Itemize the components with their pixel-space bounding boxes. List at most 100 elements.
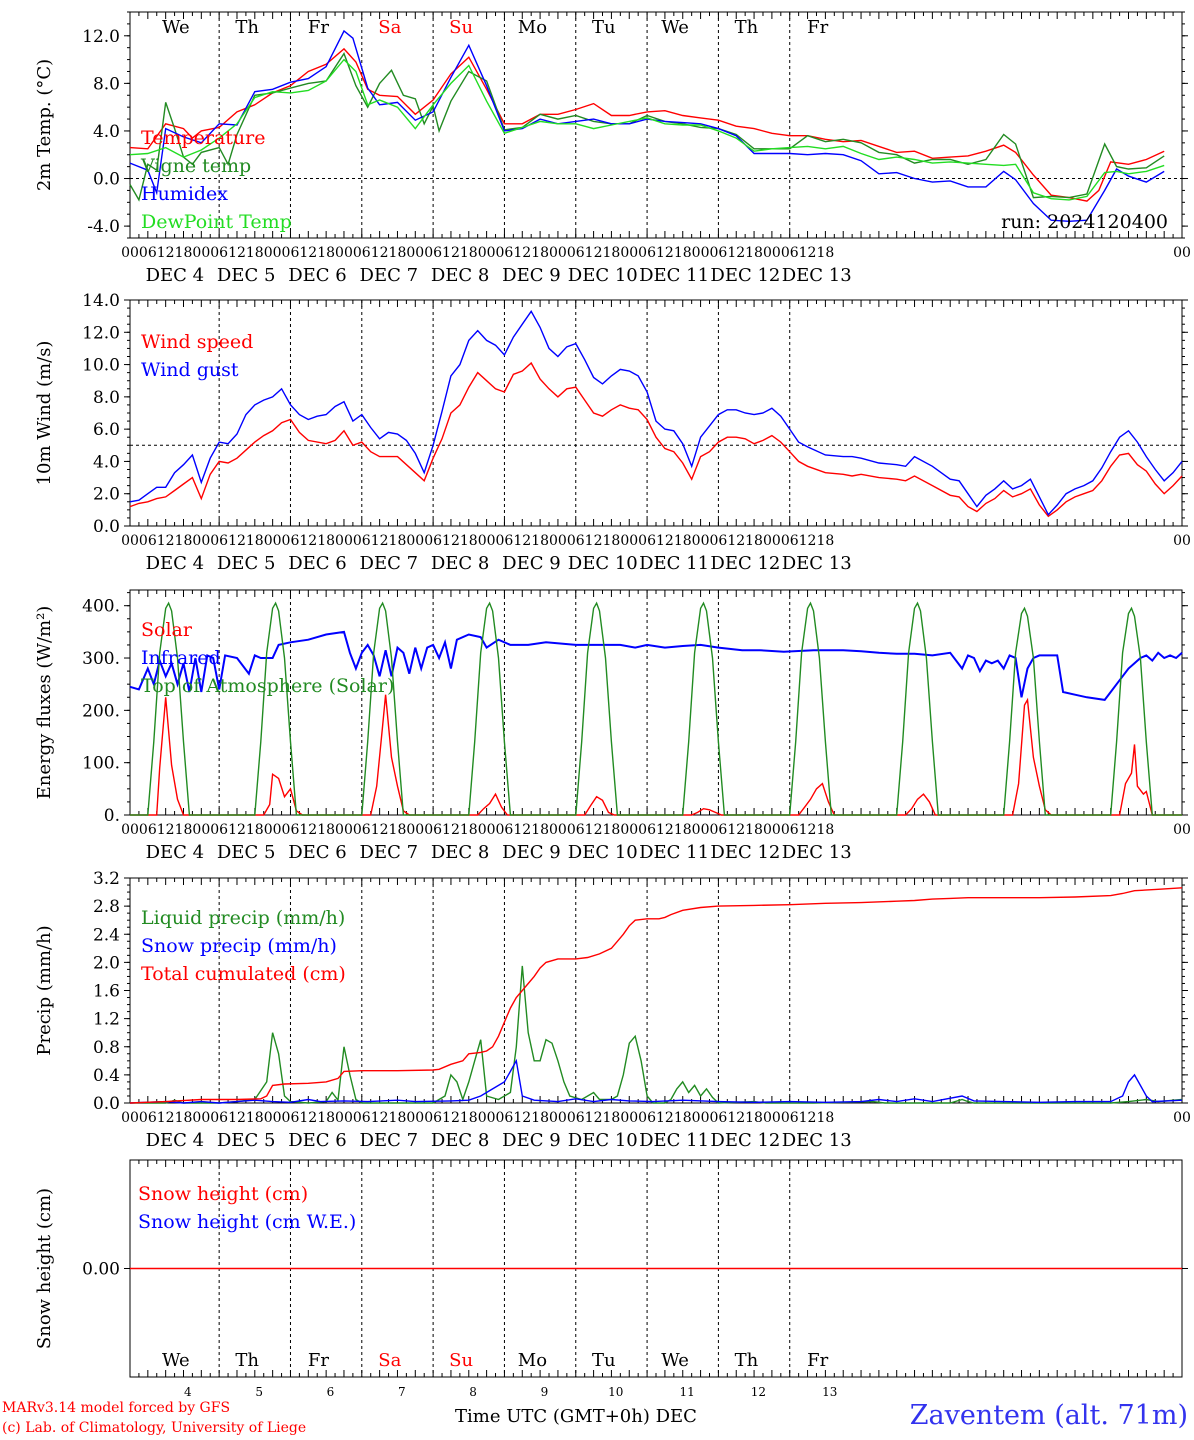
hour-tick-label: 06 [567, 1110, 585, 1126]
date-label: DEC 6 [288, 553, 347, 574]
y-tick-label: 6.0 [93, 420, 120, 440]
hour-tick-label: 06 [496, 822, 514, 838]
day-number: 9 [541, 1385, 549, 1399]
legend-entry: Total cumulated (cm) [141, 963, 346, 985]
y-tick-label: 4.0 [93, 122, 120, 142]
y-tick-label: 200. [82, 701, 120, 721]
day-name: Sa [378, 17, 401, 38]
legend-entry: Wind speed [141, 331, 253, 353]
hour-tick-label: 18 [674, 533, 692, 549]
date-label: DEC 8 [431, 842, 490, 863]
hour-tick-label: 18 [317, 1110, 335, 1126]
hour-tick-label: 00 [335, 245, 353, 261]
hour-tick-label: 06 [567, 822, 585, 838]
hour-tick-label: 12 [157, 245, 175, 261]
day-name: Th [235, 1350, 259, 1371]
date-label: DEC 7 [360, 1130, 419, 1151]
series-line-red [129, 47, 1165, 202]
hour-tick-label: 12 [656, 1110, 674, 1126]
hour-tick-label: 18 [603, 245, 621, 261]
hour-tick-label: 00 [406, 533, 424, 549]
time-axis-label: Time UTC (GMT+0h) DEC [455, 1406, 697, 1427]
y-tick-label: 3.2 [93, 869, 120, 889]
day-name: Su [449, 17, 473, 38]
day-name: Tu [592, 1350, 616, 1371]
date-label: DEC 11 [639, 842, 709, 863]
y-tick-label: 2.8 [93, 897, 120, 917]
hour-tick-label: 18 [317, 822, 335, 838]
series-line-green [129, 52, 1165, 202]
day-name: Mo [518, 17, 547, 38]
hour-tick-label: 06 [210, 245, 228, 261]
hour-tick-label: 12 [371, 1110, 389, 1126]
y-tick-label: 2.0 [93, 953, 120, 973]
hour-tick-label: 00 [264, 1110, 282, 1126]
y-tick-label: -4.0 [87, 217, 120, 237]
hour-tick-label: 06 [781, 245, 799, 261]
day-name: Th [735, 1350, 759, 1371]
hour-tick-label: 00 [763, 822, 781, 838]
hour-tick-label: 18 [389, 822, 407, 838]
day-number: 7 [398, 1385, 406, 1399]
hour-tick-label: 06 [709, 1110, 727, 1126]
date-label: DEC 13 [782, 842, 852, 863]
hour-tick-label: 00 [406, 245, 424, 261]
hour-tick-label: 18 [745, 822, 763, 838]
hour-tick-label: 06 [210, 533, 228, 549]
y-tick-label: 0.8 [93, 1038, 120, 1058]
hour-tick-label: 06 [781, 533, 799, 549]
date-label: DEC 11 [639, 265, 709, 286]
station-name: Zaventem (alt. 71m) [909, 1400, 1188, 1431]
date-label: DEC 7 [360, 553, 419, 574]
hour-tick-label: 12 [799, 533, 817, 549]
hour-tick-label: 00 [478, 533, 496, 549]
panel-frame [129, 11, 1183, 239]
y-tick-label: 10.0 [82, 356, 120, 376]
series-line-green [130, 601, 1182, 816]
hour-tick-label: 00 [192, 822, 210, 838]
hour-tick-label: 12 [228, 533, 246, 549]
day-name: We [162, 1350, 190, 1371]
hour-tick-label: 18 [603, 533, 621, 549]
date-label: DEC 9 [502, 1130, 561, 1151]
y-tick-label: 12.0 [82, 27, 120, 47]
y-tick-label: 100. [82, 754, 120, 774]
hour-tick-label: 18 [460, 533, 478, 549]
date-label: DEC 10 [568, 1130, 638, 1151]
hour-tick-label: 12 [228, 822, 246, 838]
hour-tick-label: 06 [424, 533, 442, 549]
date-label: DEC 13 [782, 1130, 852, 1151]
hour-tick-label: 18 [175, 533, 193, 549]
y-tick-label: 12.0 [82, 323, 120, 343]
hour-tick-label: 06 [496, 1110, 514, 1126]
y-tick-label: 1.6 [93, 982, 120, 1002]
hour-tick-label: 12 [442, 533, 460, 549]
hour-tick-label: 00 [549, 1110, 567, 1126]
hour-tick-label: 06 [282, 533, 300, 549]
y-tick-label: 0.0 [93, 517, 120, 537]
hour-tick-label: 00 [478, 245, 496, 261]
hour-tick-label: 18 [317, 245, 335, 261]
time-axis-month: DEC [655, 1406, 697, 1427]
hour-tick-label: 00 [264, 245, 282, 261]
hour-tick-label: 12 [513, 245, 531, 261]
hour-tick-label: 12 [513, 822, 531, 838]
y-tick-label: 2.4 [93, 925, 120, 945]
hour-tick-label: 12 [727, 533, 745, 549]
date-label: DEC 8 [431, 1130, 490, 1151]
hour-tick-label: 12 [799, 1110, 817, 1126]
hour-tick-label: 18 [175, 822, 193, 838]
hour-tick-label: 18 [674, 822, 692, 838]
hour-tick-label: 12 [799, 822, 817, 838]
hour-tick-label: 18 [246, 533, 264, 549]
hour-tick-label: 06 [353, 822, 371, 838]
hour-tick-label: 00 [406, 1110, 424, 1126]
legend-entry: Infrared [141, 647, 221, 669]
date-label: DEC 9 [502, 265, 561, 286]
date-label: DEC 12 [710, 1130, 780, 1151]
hour-tick-label: 18 [460, 1110, 478, 1126]
hour-tick-label: 00 [192, 533, 210, 549]
legend-entry: Snow height (cm) [138, 1183, 308, 1205]
hour-tick-label: 12 [442, 245, 460, 261]
hour-tick-label: 12 [585, 1110, 603, 1126]
